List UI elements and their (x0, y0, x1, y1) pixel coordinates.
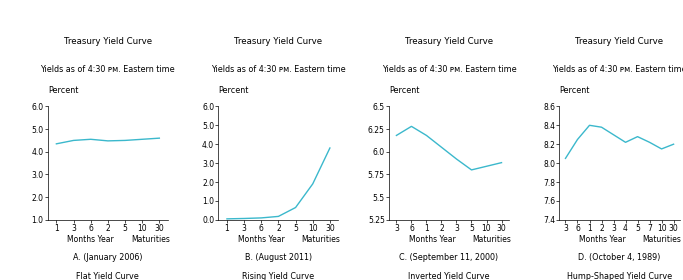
Text: Maturities: Maturities (130, 235, 169, 244)
Text: Treasury Yield Curve: Treasury Yield Curve (64, 37, 152, 46)
Text: Treasury Yield Curve: Treasury Yield Curve (405, 37, 493, 46)
Text: A. (January 2006): A. (January 2006) (73, 253, 143, 262)
Text: Maturities: Maturities (643, 235, 682, 244)
Text: Treasury Yield Curve: Treasury Yield Curve (576, 37, 664, 46)
Text: Yields as of 4:30 ᴘᴍ. Eastern time: Yields as of 4:30 ᴘᴍ. Eastern time (553, 65, 683, 74)
Text: Maturities: Maturities (301, 235, 340, 244)
Text: D. (October 4, 1989): D. (October 4, 1989) (579, 253, 660, 262)
Text: Yields as of 4:30 ᴘᴍ. Eastern time: Yields as of 4:30 ᴘᴍ. Eastern time (211, 65, 346, 74)
Text: Inverted Yield Curve: Inverted Yield Curve (408, 272, 490, 280)
Text: C. (September 11, 2000): C. (September 11, 2000) (400, 253, 499, 262)
Text: Yields as of 4:30 ᴘᴍ. Eastern time: Yields as of 4:30 ᴘᴍ. Eastern time (40, 65, 175, 74)
Text: Treasury Yield Curve: Treasury Yield Curve (234, 37, 322, 46)
Text: Percent: Percent (389, 86, 419, 95)
Text: Months Year: Months Year (238, 235, 285, 244)
Text: Months Year: Months Year (408, 235, 456, 244)
Text: B. (August 2011): B. (August 2011) (245, 253, 312, 262)
Text: Percent: Percent (219, 86, 249, 95)
Text: Maturities: Maturities (472, 235, 511, 244)
Text: Months Year: Months Year (579, 235, 626, 244)
Text: Flat Yield Curve: Flat Yield Curve (76, 272, 139, 280)
Text: Rising Yield Curve: Rising Yield Curve (242, 272, 314, 280)
Text: Months Year: Months Year (68, 235, 114, 244)
Text: Hump-Shaped Yield Curve: Hump-Shaped Yield Curve (567, 272, 672, 280)
Text: Percent: Percent (559, 86, 590, 95)
Text: Percent: Percent (48, 86, 78, 95)
Text: Yields as of 4:30 ᴘᴍ. Eastern time: Yields as of 4:30 ᴘᴍ. Eastern time (382, 65, 516, 74)
